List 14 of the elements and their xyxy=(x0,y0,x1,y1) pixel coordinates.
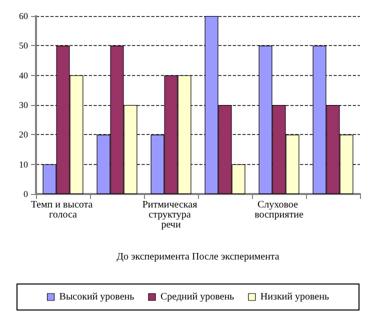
y-tick-label: 50 xyxy=(19,40,28,51)
legend-label: Средний уровень xyxy=(160,292,235,302)
y-tick-label: 10 xyxy=(19,159,28,170)
x-tick-label: Темп и высота голоса xyxy=(30,200,96,220)
y-tick-label: 40 xyxy=(19,70,28,80)
x-tick-label: Слуховое восприятие xyxy=(254,200,304,220)
y-tick-label: 60 xyxy=(19,11,28,21)
y-tick-label: 30 xyxy=(19,100,28,110)
y-tick-label: 0 xyxy=(24,189,28,199)
legend-label: Высокий уровень xyxy=(59,292,135,302)
y-tick-label: 20 xyxy=(19,130,28,140)
x-axis-title: До эксперимента После эксперимента xyxy=(116,252,280,262)
legend-label: Низкий уровень xyxy=(260,292,330,302)
x-tick-label: Ритмическая структура речи xyxy=(142,200,200,230)
